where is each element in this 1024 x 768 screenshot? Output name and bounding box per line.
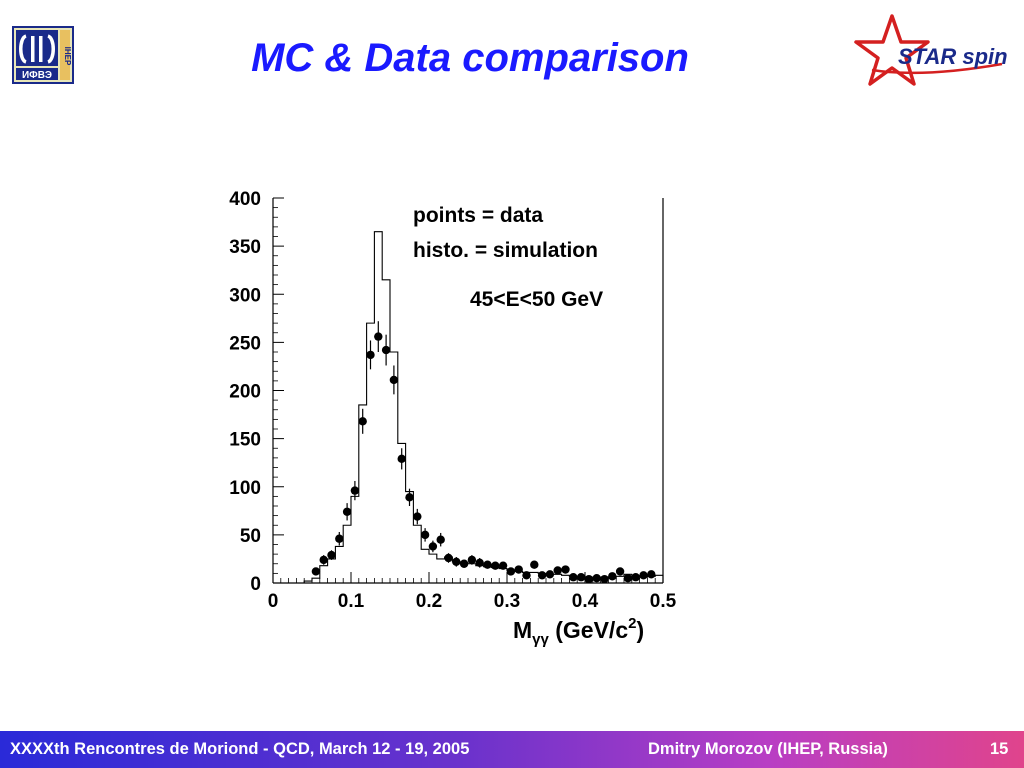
y-tick-label: 100 — [229, 478, 261, 499]
data-point — [381, 345, 391, 355]
x-tick-label: 0.4 — [572, 591, 599, 612]
y-tick-label: 200 — [229, 382, 261, 403]
data-point — [358, 417, 367, 426]
data-point — [537, 571, 547, 580]
x-tick-label: 0.5 — [650, 591, 677, 612]
mass-histogram-chart: 0 50 100 150 200 250 300 350 400 0 0.1 0.2 0.3 0.4 0.5… — [229, 189, 677, 648]
slide-title: MC & Data comparison — [251, 36, 689, 80]
ihep-logo: IHEP ИФВЭ — [12, 26, 74, 84]
data-point — [608, 572, 617, 581]
data-point — [530, 560, 539, 569]
data-point — [311, 567, 321, 576]
data-point — [467, 555, 477, 565]
data-point — [342, 507, 352, 516]
y-tick-label: 300 — [229, 285, 261, 306]
data-point — [459, 559, 469, 568]
footer-conference: XXXXth Rencontres de Moriond - QCD, Marc… — [10, 740, 470, 758]
data-point — [483, 560, 492, 569]
y-tick-label: 50 — [240, 526, 261, 547]
data-point — [428, 542, 438, 551]
data-point — [545, 570, 555, 579]
x-tick-label: 0.2 — [416, 591, 442, 612]
star-logo-text: STAR spin — [898, 44, 1008, 69]
data-point — [561, 565, 570, 574]
data-point — [420, 530, 430, 540]
data-point — [576, 573, 586, 582]
data-point — [592, 573, 601, 583]
data-point — [639, 571, 648, 580]
data-point — [647, 570, 656, 579]
x-tick-label: 0.3 — [494, 591, 520, 612]
legend-entry-data: points = data — [413, 204, 543, 227]
data-point — [553, 566, 562, 575]
data-point — [366, 350, 375, 360]
data-point — [413, 512, 422, 521]
y-tick-label: 350 — [229, 237, 261, 258]
data-point — [397, 454, 406, 464]
data-point — [491, 561, 500, 570]
data-point — [405, 493, 414, 502]
simulation-histogram — [303, 231, 664, 583]
page-number: 15 — [990, 740, 1009, 758]
footer-author: Dmitry Morozov (IHEP, Russia) — [648, 740, 888, 758]
data-point — [522, 571, 531, 580]
star-spin-logo: STAR spin — [854, 14, 1008, 86]
data-point — [475, 558, 484, 567]
data-point — [600, 574, 609, 584]
data-point — [498, 561, 508, 570]
y-tick-label: 250 — [229, 333, 261, 354]
y-tick-label: 150 — [229, 430, 261, 451]
y-tick-label: 400 — [229, 189, 261, 210]
data-point — [631, 573, 640, 582]
data-point — [335, 534, 344, 543]
data-point — [584, 574, 594, 584]
data-point — [327, 550, 336, 560]
y-tick-label: 0 — [250, 574, 261, 595]
data-point — [436, 535, 445, 544]
legend-entry-simulation: histo. = simulation — [413, 239, 598, 262]
data-point — [569, 573, 578, 582]
data-point — [514, 565, 523, 574]
star-icon — [854, 14, 930, 86]
data-point — [374, 332, 383, 341]
data-point — [452, 557, 461, 567]
x-axis-label: Mγγ (GeV/c2) — [513, 615, 644, 648]
x-tick-label: 0 — [268, 591, 279, 612]
x-tick-label: 0.1 — [338, 591, 365, 612]
ihep-logo-text: ИФВЭ — [22, 70, 52, 81]
data-point — [623, 573, 633, 583]
data-point — [350, 486, 360, 495]
data-point — [444, 553, 453, 563]
data-point — [506, 567, 516, 576]
footer-bar: XXXXth Rencontres de Moriond - QCD, Marc… — [0, 731, 1024, 768]
data-point — [389, 375, 399, 385]
ihep-logo-side-text: IHEP — [63, 47, 72, 66]
data-point — [615, 567, 625, 576]
energy-range-annotation: 45<E<50 GeV — [470, 288, 603, 311]
data-point — [319, 555, 328, 565]
